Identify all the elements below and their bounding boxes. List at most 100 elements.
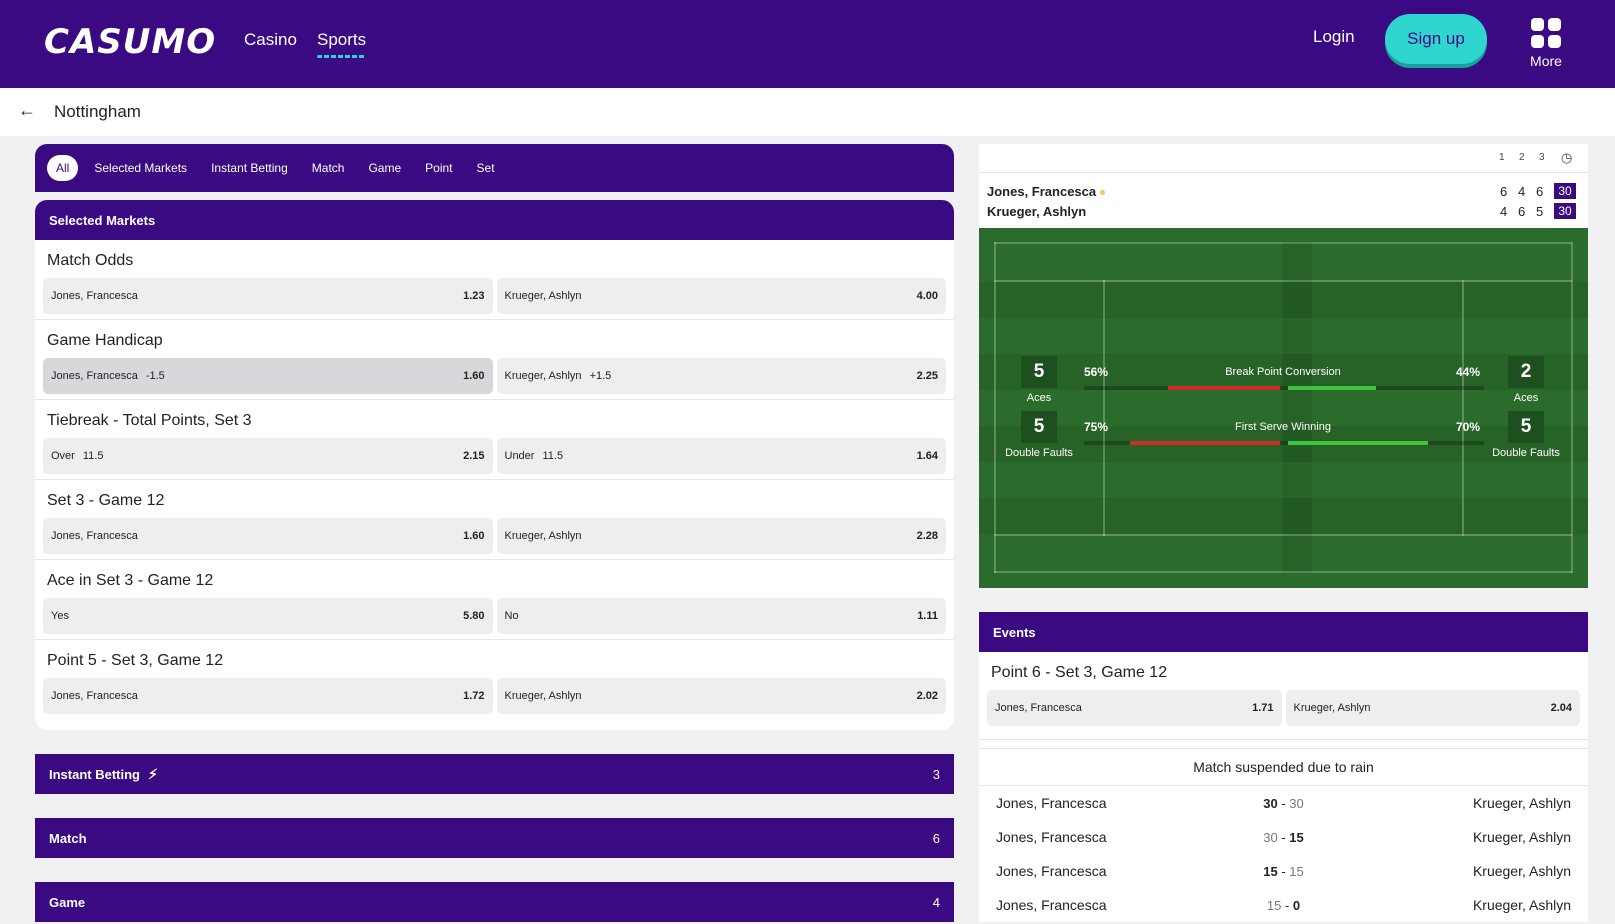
odds-price: 2.15: [463, 450, 485, 462]
market-ace-in-game: Ace in Set 3 - Game 12 Yes 5.80 No 1.11: [35, 560, 954, 640]
section-title: Match: [49, 830, 87, 846]
section-count: 3: [932, 766, 940, 782]
match-tracker-column: 1 2 3 ◷ Jones, Francesca 6 4 6 30 Kruege…: [979, 144, 1588, 922]
odds-label: Yes: [51, 610, 69, 622]
p2-aces-label: Aces: [1513, 392, 1539, 404]
more-label: More: [1530, 53, 1562, 69]
odds-button[interactable]: Krueger, Ashlyn 2.28: [496, 518, 946, 554]
first-serve-track: [1084, 441, 1484, 445]
break-point-p1-bar: [1168, 386, 1280, 390]
odds-price: 2.04: [1550, 702, 1572, 714]
odds-button[interactable]: Jones, Francesca 1.23: [43, 278, 493, 314]
break-point-track: [1084, 386, 1484, 390]
point-history-row: Jones, Francesca 15 - 0 Krueger, Ashlyn: [996, 897, 1571, 913]
odds-label: Over: [51, 450, 75, 462]
odds-label: Jones, Francesca: [51, 370, 138, 382]
section-count: 6: [932, 830, 940, 846]
market-match-odds: Match Odds Jones, Francesca 1.23 Krueger,…: [35, 240, 954, 320]
break-point-p2-bar: [1288, 386, 1376, 390]
odds-line: -1.5: [145, 370, 165, 382]
grid-icon: [1531, 18, 1561, 48]
nav-casino[interactable]: Casino: [244, 30, 297, 49]
nav-sports[interactable]: Sports: [317, 30, 367, 58]
odds-button[interactable]: Jones, Francesca 1.72: [43, 678, 493, 714]
odds-price: 5.80: [463, 610, 485, 622]
market-title: Tiebreak - Total Points, Set 3: [47, 412, 252, 429]
first-serve-p2-bar: [1288, 441, 1428, 445]
filter-all[interactable]: All: [47, 155, 79, 181]
filter-game[interactable]: Game: [368, 161, 402, 175]
clock-icon: ◷: [1561, 150, 1573, 165]
market-title: Ace in Set 3 - Game 12: [47, 572, 214, 589]
point-history-row: Jones, Francesca 15 - 15 Krueger, Ashlyn: [996, 863, 1571, 879]
more-menu-button[interactable]: More: [1524, 18, 1568, 69]
set-score: 6: [1500, 184, 1508, 199]
odds-price: 1.60: [463, 370, 485, 382]
first-serve-p1-bar: [1130, 441, 1280, 445]
odds-button[interactable]: Krueger, Ashlyn +1.5 2.25: [496, 358, 946, 394]
filter-selected-markets[interactable]: Selected Markets: [94, 161, 188, 175]
tennis-court: 5 Aces 2 Aces 5 Double Faults 5 Double F…: [979, 228, 1588, 588]
events-header[interactable]: Events: [979, 612, 1588, 652]
game-points: 30: [1554, 183, 1576, 199]
odds-button[interactable]: Over 11.5 2.15: [43, 438, 493, 474]
market-set3-game12: Set 3 - Game 12 Jones, Francesca 1.60 Kru…: [35, 480, 954, 560]
filter-match[interactable]: Match: [311, 161, 345, 175]
odds-button[interactable]: Krueger, Ashlyn 2.04: [1285, 690, 1580, 726]
market-title: Set 3 - Game 12: [47, 492, 165, 509]
odds-price: 1.64: [916, 450, 938, 462]
odds-button[interactable]: Jones, Francesca 1.71: [987, 690, 1282, 726]
section-instant-betting[interactable]: Instant Betting ⚡︎ 3: [35, 754, 954, 794]
casumo-logo[interactable]: CASUMO: [44, 22, 217, 62]
set-score: 5: [1536, 204, 1544, 219]
odds-label: Jones, Francesca: [995, 702, 1082, 714]
point-history-row: Jones, Francesca 30 - 15 Krueger, Ashlyn: [996, 829, 1571, 845]
odds-label: Krueger, Ashlyn: [504, 370, 582, 382]
scoreboard: 1 2 3 ◷ Jones, Francesca 6 4 6 30 Kruege…: [979, 144, 1588, 228]
filter-set[interactable]: Set: [476, 161, 495, 175]
filter-instant-betting[interactable]: Instant Betting: [211, 161, 288, 175]
back-arrow-icon[interactable]: ←: [18, 100, 36, 120]
p1-aces-label: Aces: [1026, 392, 1052, 404]
signup-button[interactable]: Sign up: [1385, 14, 1487, 64]
markets-column: All Selected Markets Instant Betting Mat…: [35, 144, 954, 922]
point-history-row: Jones, Francesca 30 - 30 Krueger, Ashlyn: [996, 795, 1571, 811]
section-match[interactable]: Match 6: [35, 818, 954, 858]
login-button[interactable]: Login: [1313, 27, 1355, 46]
selected-markets-header[interactable]: Selected Markets: [35, 200, 954, 240]
odds-button[interactable]: Jones, Francesca -1.5 1.60: [43, 358, 493, 394]
section-title: Instant Betting: [49, 766, 140, 782]
odds-line: 11.5: [542, 450, 564, 462]
odds-button[interactable]: No 1.11: [496, 598, 946, 634]
section-title: Game: [49, 894, 86, 910]
market-title: Match Odds: [47, 252, 134, 269]
set-score: 6: [1518, 204, 1526, 219]
page-title: Nottingham: [54, 102, 141, 121]
selected-markets-list: Match Odds Jones, Francesca 1.23 Krueger,…: [35, 240, 954, 730]
set-header: 1: [1499, 152, 1505, 163]
market-filter-bar: All Selected Markets Instant Betting Mat…: [35, 144, 954, 192]
odds-button[interactable]: Under 11.5 1.64: [496, 438, 946, 474]
first-serve-title: First Serve Winning: [1235, 421, 1331, 433]
first-serve-p1: 75%: [1084, 420, 1109, 434]
p2-double-faults-value: 5: [1508, 411, 1544, 443]
section-game[interactable]: Game 4: [35, 882, 954, 922]
odds-price: 2.02: [916, 690, 938, 702]
odds-button[interactable]: Yes 5.80: [43, 598, 493, 634]
filter-point[interactable]: Point: [425, 161, 453, 175]
player-1-name: Jones, Francesca: [987, 184, 1106, 199]
odds-label: Jones, Francesca: [51, 690, 138, 702]
odds-button[interactable]: Krueger, Ashlyn 4.00: [496, 278, 946, 314]
odds-button[interactable]: Jones, Francesca 1.60: [43, 518, 493, 554]
odds-line: +1.5: [589, 370, 612, 382]
break-point-p1: 56%: [1084, 365, 1109, 379]
set-score: 4: [1500, 204, 1508, 219]
odds-price: 1.23: [463, 290, 485, 302]
odds-label: Jones, Francesca: [51, 530, 138, 542]
market-point5: Point 5 - Set 3, Game 12 Jones, Francesc…: [35, 640, 954, 720]
game-points: 30: [1554, 203, 1576, 219]
odds-button[interactable]: Krueger, Ashlyn 2.02: [496, 678, 946, 714]
divider: [979, 172, 1588, 173]
p1-double-faults-label: Double Faults: [1005, 447, 1073, 459]
break-point-p2: 44%: [1456, 365, 1481, 379]
